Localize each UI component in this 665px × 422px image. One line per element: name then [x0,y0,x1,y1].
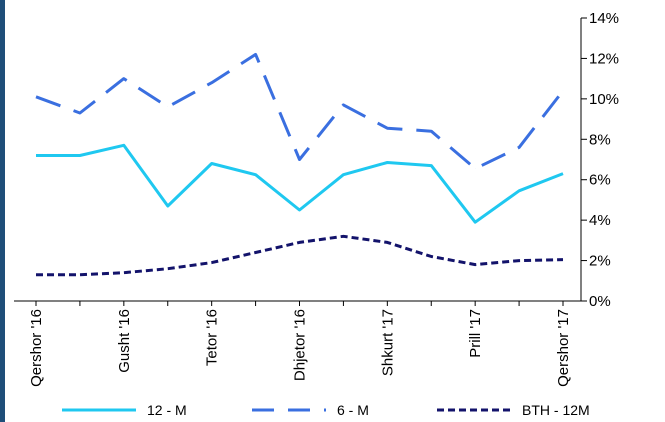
x-tick-label: Gusht '16 [116,309,133,373]
legend-label-1: 12 - M [147,402,187,418]
legend: 12 - M 6 - M BTH - 12M [62,402,590,418]
series-line-3 [36,234,564,277]
x-tick-label: Tetor '16 [204,309,221,366]
y-tick-label: 10% [589,91,619,108]
x-tick-label: Prill '17 [467,309,484,358]
y-tick-label: 8% [589,131,611,148]
x-tick-label: Shkurt '17 [379,309,396,376]
x-tick-label: Qershor '17 [555,309,572,387]
y-tick-label: 12% [589,50,619,67]
series-line-2 [35,52,565,171]
y-tick-label: 2% [589,253,611,270]
x-tick-label: Dhjetor '16 [292,309,309,381]
y-tick-label: 14% [589,10,619,27]
y-tick-label: 0% [589,293,611,310]
x-tick-label: Qershor '16 [28,309,45,387]
legend-label-2: 6 - M [337,402,369,418]
axis-layer: 0% 2% 4% 6% 8% 10% 12% 14% Qershor '16 Gusht '16 T… [14,10,619,387]
series-layer [35,52,565,277]
y-tick-label: 6% [589,172,611,189]
y-tick-label: 4% [589,212,611,229]
left-accent-bar [0,0,5,422]
legend-label-3: BTH - 12M [522,402,590,418]
